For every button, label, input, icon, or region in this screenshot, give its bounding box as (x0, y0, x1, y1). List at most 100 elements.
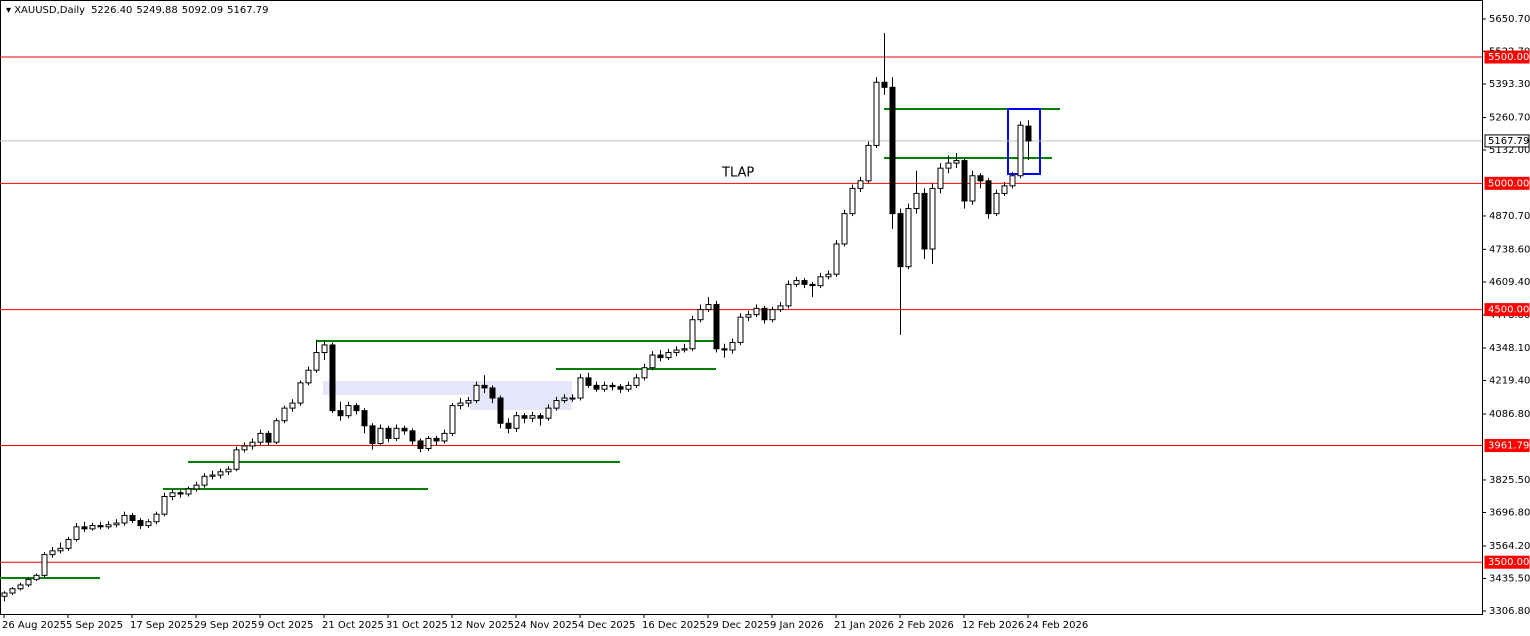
candle-body (9, 588, 16, 594)
candle-body (105, 524, 112, 528)
x-tick-label: 29 Sep 2025 (194, 620, 257, 631)
candle-body (449, 405, 456, 434)
candle-body (65, 538, 72, 549)
candle-body (1001, 185, 1008, 194)
candle-body (321, 344, 328, 354)
candle-body (681, 348, 688, 351)
candle-body (865, 144, 872, 182)
candle-body (585, 377, 592, 386)
candle-body (353, 405, 360, 412)
candle-body (473, 384, 480, 402)
x-tick-label: 5 Sep 2025 (66, 620, 123, 631)
y-tick-label: 3306.80 (1489, 606, 1530, 617)
candle-body (217, 471, 224, 476)
candle-body (641, 367, 648, 379)
candle-body (625, 384, 632, 390)
candle-body (345, 405, 352, 417)
zone (323, 381, 572, 395)
annotation: TLAP (721, 166, 754, 181)
candle-body (609, 384, 616, 388)
y-tick-label: 3564.20 (1489, 541, 1530, 552)
candle-body (433, 437, 440, 442)
candle-body (961, 160, 968, 202)
candle-body (745, 314, 752, 318)
candle-body (497, 397, 504, 424)
candle-body (921, 192, 928, 250)
candle-body (833, 243, 840, 275)
candle-body (793, 280, 800, 285)
price-tag-label: 5167.79 (1488, 136, 1529, 147)
candle-body (425, 437, 432, 450)
candle-body (233, 449, 240, 470)
price-tag-label: 4500.00 (1488, 305, 1529, 316)
candle-body (369, 425, 376, 444)
candle-body (649, 354, 656, 369)
candle-body (297, 382, 304, 404)
candle-body (713, 304, 720, 350)
price-tag-label: 3500.00 (1488, 557, 1529, 568)
x-tick-label: 9 Oct 2025 (258, 620, 313, 631)
candle-body (193, 484, 200, 490)
y-tick-label: 4609.40 (1489, 277, 1530, 288)
candle-body (665, 352, 672, 359)
candle-body (633, 377, 640, 386)
close-label: 5167.79 (227, 5, 268, 16)
candle-body (89, 525, 96, 530)
y-tick-label: 4086.80 (1489, 409, 1530, 420)
candle-body (169, 492, 176, 498)
candle-body (265, 432, 272, 443)
candle-body (913, 192, 920, 210)
price-tag-label: 5000.00 (1488, 178, 1529, 189)
candle-body (553, 400, 560, 409)
candle-body (785, 283, 792, 307)
plot-frame (0, 0, 1483, 615)
candle-body (113, 522, 120, 526)
candle-body (441, 432, 448, 442)
candle-body (529, 415, 536, 419)
x-tick-label: 4 Dec 2025 (578, 620, 636, 631)
candle-body (889, 86, 896, 215)
y-tick-label: 3696.80 (1489, 507, 1530, 518)
candle-body (401, 427, 408, 432)
candle-body (809, 283, 816, 287)
x-tick-label: 9 Jan 2026 (770, 620, 824, 631)
candle-body (137, 520, 144, 527)
candle-body (721, 348, 728, 351)
candle-body (705, 304, 712, 311)
candle-body (1009, 175, 1016, 187)
candle-body (857, 180, 864, 189)
candle-body (849, 187, 856, 215)
x-tick-label: 21 Oct 2025 (322, 620, 384, 631)
y-tick-label: 3435.50 (1489, 573, 1530, 584)
trend-lines (0, 108, 1060, 579)
candle-body (817, 276, 824, 287)
candle-body (825, 273, 832, 278)
candle-body (761, 307, 768, 321)
candle-body (329, 344, 336, 412)
candle-body (161, 496, 168, 515)
candle-body (201, 475, 208, 486)
y-tick-label: 4870.70 (1489, 211, 1530, 222)
price-tag (1484, 50, 1530, 64)
candle-body (289, 402, 296, 409)
candle-body (361, 410, 368, 427)
chart-header: ▾ XAUUSD,Daily 5226.40 5249.88 5092.09 5167.… (6, 5, 269, 16)
candle-body (209, 474, 216, 477)
x-tick-label: 21 Jan 2026 (834, 620, 894, 631)
candle-body (241, 445, 248, 451)
candle-body (617, 386, 624, 390)
candle-body (257, 432, 264, 443)
candle-body (273, 420, 280, 443)
candle-body (97, 525, 104, 528)
x-tick-label: 24 Nov 2025 (514, 620, 578, 631)
low-label: 5092.09 (182, 5, 223, 16)
x-tick-label: 29 Dec 2025 (706, 620, 770, 631)
candle-body (41, 554, 48, 576)
candle-body (697, 309, 704, 321)
candle-body (545, 407, 552, 419)
x-tick-label: 24 Feb 2026 (1026, 620, 1088, 631)
symbol: XAUUSD,Daily (14, 5, 85, 16)
candle-body (577, 377, 584, 399)
y-tick-label: 3825.50 (1489, 475, 1530, 486)
candle-body (945, 162, 952, 169)
